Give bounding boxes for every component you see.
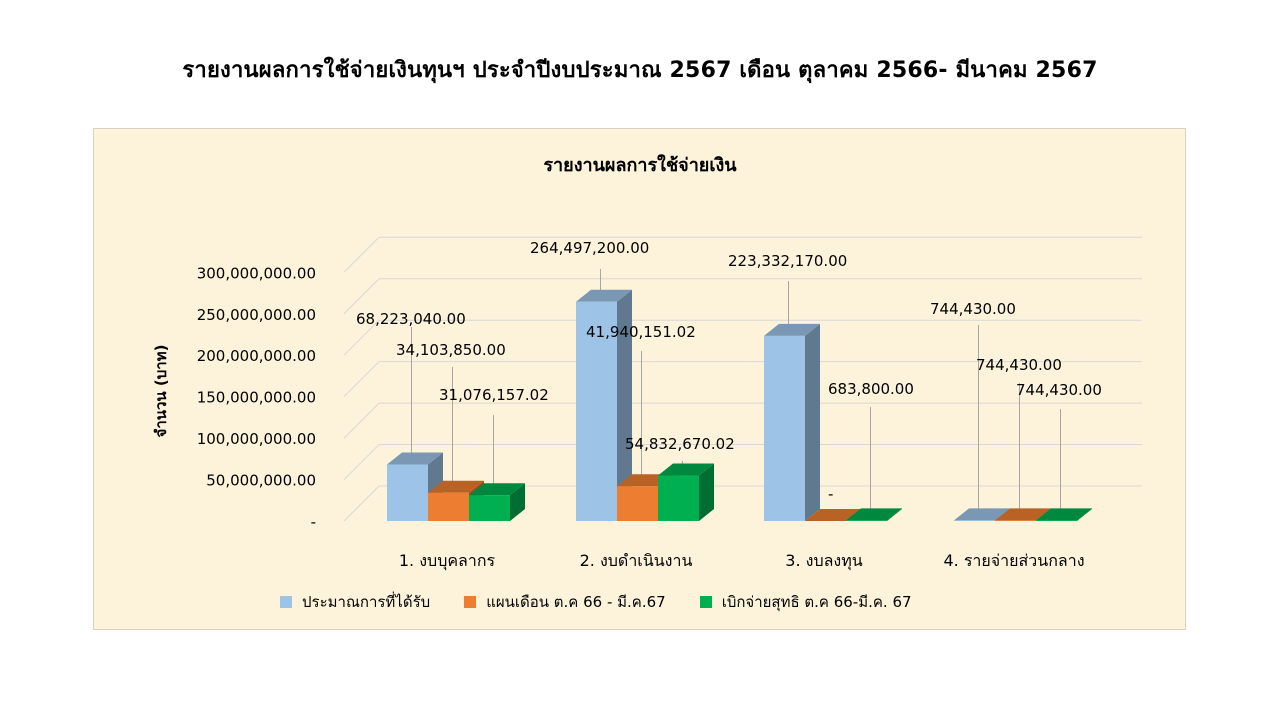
legend-swatch-plan bbox=[464, 596, 477, 608]
grid-layer bbox=[343, 236, 1142, 522]
chart-legend: ประมาณการที่ได้รับ แผนเดือน ต.ค 66 - มี.… bbox=[280, 590, 912, 614]
gridline-diag bbox=[343, 319, 380, 356]
bar-side bbox=[887, 508, 902, 521]
bar bbox=[428, 492, 469, 521]
bar bbox=[617, 486, 658, 521]
gridline-diag bbox=[343, 402, 380, 439]
data-label: 34,103,850.00 bbox=[396, 341, 506, 359]
y-tick-label: 250,000,000.00 bbox=[197, 306, 316, 324]
gridline-diag bbox=[343, 444, 380, 480]
bar bbox=[658, 475, 699, 521]
gridline-diag bbox=[343, 278, 380, 315]
data-label: 264,497,200.00 bbox=[530, 239, 649, 257]
bar bbox=[764, 335, 805, 521]
gridline-diag bbox=[343, 236, 380, 273]
data-label: - bbox=[828, 485, 833, 503]
bar-side bbox=[805, 323, 820, 521]
legend-label-budget: ประมาณการที่ได้รับ bbox=[302, 593, 431, 611]
bar-top bbox=[805, 509, 861, 521]
bar bbox=[995, 520, 1036, 521]
chart-svg: รายงานผลการใช้จ่ายเงิน จำนวน (บาท) - 50,0… bbox=[152, 154, 1142, 571]
bar bbox=[1036, 520, 1077, 521]
page-title: รายงานผลการใช้จ่ายเงินทุนฯ ประจำปีงบประม… bbox=[182, 58, 1098, 83]
category-label: 1. งบบุคลากร bbox=[399, 551, 496, 571]
data-label: 223,332,170.00 bbox=[728, 252, 847, 270]
chart-title: รายงานผลการใช้จ่ายเงิน bbox=[543, 154, 737, 176]
bar-top bbox=[469, 483, 525, 496]
bar-top bbox=[846, 508, 902, 521]
data-label: 68,223,040.00 bbox=[356, 310, 466, 328]
y-axis-label: จำนวน (บาท) bbox=[152, 345, 170, 438]
data-label: 744,430.00 bbox=[976, 356, 1062, 374]
bar-top bbox=[954, 508, 1010, 521]
category-labels: 1. งบบุคลากร 2. งบดำเนินงาน 3. งบลงทุน 4. ร… bbox=[399, 551, 1085, 571]
y-tick-label: 150,000,000.00 bbox=[197, 389, 316, 407]
bar-side bbox=[510, 483, 525, 521]
bar-side bbox=[617, 289, 632, 521]
bar bbox=[846, 520, 887, 521]
y-tick-label: - bbox=[311, 513, 316, 531]
bar-top bbox=[658, 463, 714, 476]
gridline-diag bbox=[343, 485, 380, 522]
data-labels: 68,223,040.00 34,103,850.00 31,076,157.02 2… bbox=[356, 239, 1102, 503]
y-tick-label: 100,000,000.00 bbox=[197, 430, 316, 448]
y-tick-label: 300,000,000.00 bbox=[197, 264, 316, 282]
chart-frame: รายงานผลการใช้จ่ายเงิน จำนวน (บาท) - 50,0… bbox=[93, 128, 1186, 630]
legend-item-budget: ประมาณการที่ได้รับ bbox=[280, 590, 430, 614]
y-tick-labels: - 50,000,000.00 100,000,000.00 150,000,000.… bbox=[197, 264, 316, 531]
y-tick-label: 50,000,000.00 bbox=[206, 472, 316, 490]
data-label: 744,430.00 bbox=[930, 300, 1016, 318]
legend-item-disbursed: เบิกจ่ายสุทธิ ต.ค 66-มี.ค. 67 bbox=[699, 590, 912, 614]
gridline-diag bbox=[343, 361, 380, 398]
legend-label-plan: แผนเดือน ต.ค 66 - มี.ค.67 bbox=[486, 593, 666, 611]
bar bbox=[387, 464, 428, 521]
bars bbox=[387, 289, 1092, 521]
y-tick-label: 200,000,000.00 bbox=[197, 347, 316, 365]
category-label: 2. งบดำเนินงาน bbox=[580, 551, 693, 570]
legend-swatch-disbursed bbox=[699, 596, 712, 608]
bar-top bbox=[764, 323, 820, 336]
data-label: 41,940,151.02 bbox=[586, 323, 696, 341]
legend-swatch-budget bbox=[280, 596, 292, 608]
category-label: 4. รายจ่ายส่วนกลาง bbox=[943, 551, 1084, 570]
bar-side bbox=[699, 463, 714, 521]
bar-side bbox=[1077, 508, 1092, 521]
bar-top bbox=[995, 508, 1051, 521]
bar bbox=[954, 520, 995, 521]
data-label: 683,800.00 bbox=[828, 380, 914, 398]
bar bbox=[469, 495, 510, 521]
bar-top bbox=[428, 480, 484, 493]
data-label: 31,076,157.02 bbox=[439, 386, 549, 404]
legend-label-disbursed: เบิกจ่ายสุทธิ ต.ค 66-มี.ค. 67 bbox=[721, 593, 912, 611]
bar bbox=[576, 301, 617, 521]
bar-top bbox=[387, 452, 443, 465]
category-label: 3. งบลงทุน bbox=[785, 551, 862, 571]
legend-item-plan: แผนเดือน ต.ค 66 - มี.ค.67 bbox=[464, 590, 666, 614]
bar-top bbox=[576, 289, 632, 302]
data-label: 744,430.00 bbox=[1016, 381, 1102, 399]
data-label: 54,832,670.02 bbox=[625, 435, 735, 453]
bar-top bbox=[1036, 508, 1092, 521]
